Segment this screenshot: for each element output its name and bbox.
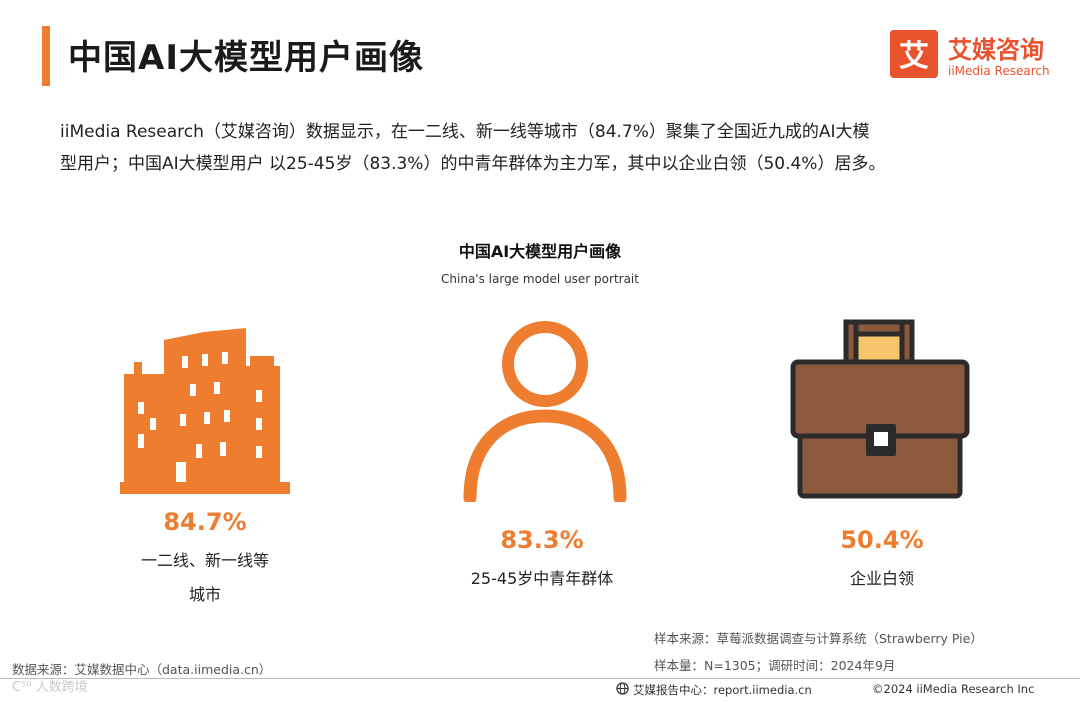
stat-label-city-line1: 一二线、新一线等 bbox=[140, 551, 269, 570]
logo-subtitle: iiMedia Research bbox=[948, 64, 1050, 78]
sample-size: 样本量：N=1305；调研时间：2024年9月 bbox=[654, 658, 896, 673]
stat-label-age: 25-45岁中青年群体 bbox=[470, 569, 614, 588]
stat-label-city: 一二线、新一线等 城市 bbox=[85, 544, 325, 612]
stat-value-age: 83.3% bbox=[500, 526, 584, 554]
logo-glyph: 艾 bbox=[899, 39, 929, 74]
title-accent-bar bbox=[42, 26, 50, 86]
sample-source: 样本来源：草莓派数据调查与计算系统（Strawberry Pie） bbox=[654, 631, 983, 646]
logo-name: 艾媒咨询 bbox=[948, 36, 1044, 64]
city-buildings-icon bbox=[120, 322, 290, 498]
portrait-title: 中国AI大模型用户画像 bbox=[458, 242, 622, 261]
globe-icon bbox=[616, 682, 629, 698]
page-title: 中国AI大模型用户画像 bbox=[68, 38, 424, 78]
brand-logo: 艾 艾媒咨询 iiMedia Research bbox=[890, 30, 1070, 80]
intro-paragraph: iiMedia Research（艾媒咨询）数据显示，在一二线、新一线等城市（8… bbox=[60, 116, 1040, 180]
person-icon bbox=[462, 316, 628, 506]
data-source: 数据来源：艾媒数据中心（data.iimedia.cn） bbox=[12, 662, 272, 677]
footer-copyright: ©2024 iiMedia Research Inc bbox=[872, 682, 1035, 696]
footer-report-center-text: 艾媒报告中心：report.iimedia.cn bbox=[633, 683, 812, 697]
portrait-subtitle: China's large model user portrait bbox=[441, 272, 639, 286]
footer-report-center: 艾媒报告中心：report.iimedia.cn bbox=[616, 682, 812, 698]
watermark: C⁵⁰ 人数跨境 bbox=[12, 680, 88, 695]
briefcase-icon bbox=[790, 318, 972, 504]
stat-value-white-collar: 50.4% bbox=[840, 526, 924, 554]
stat-value-city: 84.7% bbox=[163, 508, 247, 536]
logo-mark-icon: 艾 bbox=[890, 30, 938, 78]
intro-line-2: 型用户；中国AI大模型用户 以25-45岁（83.3%）的中青年群体为主力军，其… bbox=[60, 154, 886, 174]
stat-label-city-line2: 城市 bbox=[188, 585, 221, 604]
intro-line-1: iiMedia Research（艾媒咨询）数据显示，在一二线、新一线等城市（8… bbox=[60, 122, 870, 142]
footer-divider bbox=[0, 678, 1080, 679]
stat-label-white-collar: 企业白领 bbox=[849, 569, 914, 588]
